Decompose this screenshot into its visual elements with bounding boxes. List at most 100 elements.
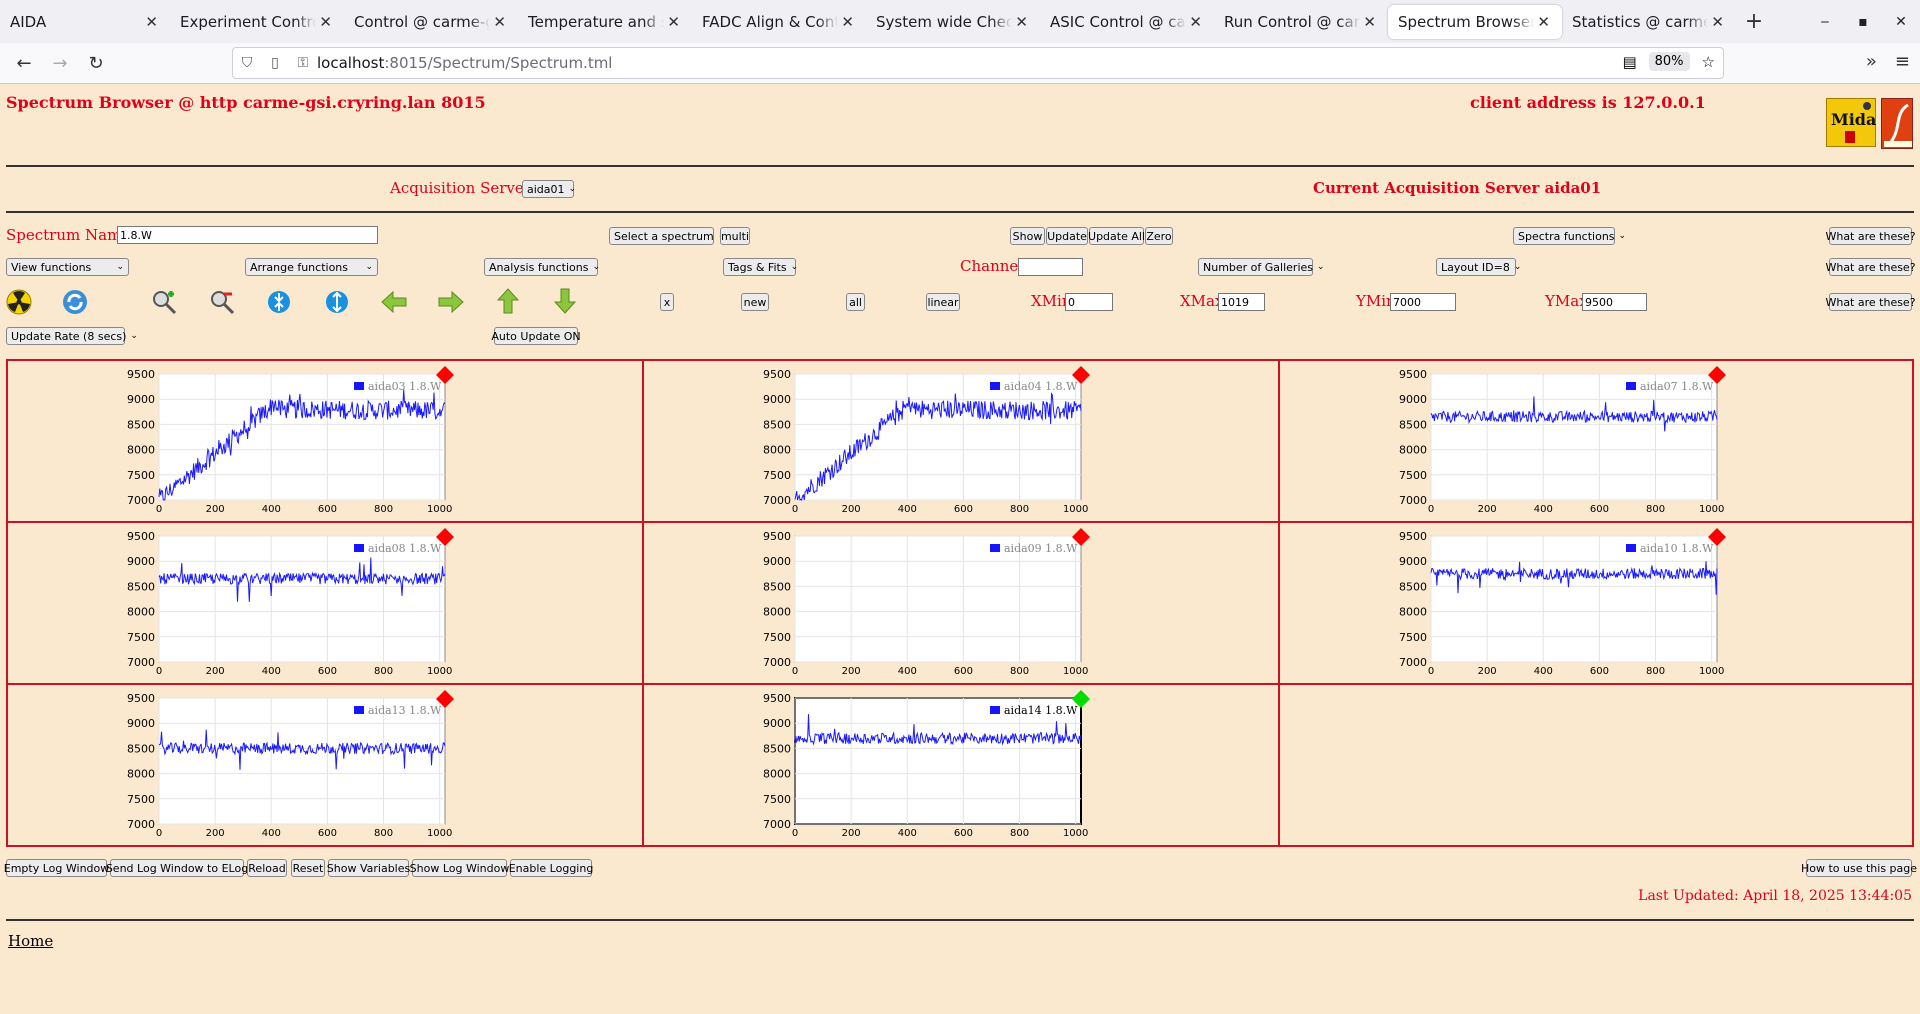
multi-button[interactable]: multi — [720, 227, 750, 245]
browser-tab[interactable]: Experiment Control @ carme-gsi✕ — [170, 5, 344, 39]
footer-button-show-log-window[interactable]: Show Log Window — [410, 859, 509, 877]
all-button[interactable]: all — [846, 293, 865, 311]
show-button[interactable]: Show — [1010, 227, 1045, 245]
tab-close-icon[interactable]: ✕ — [493, 12, 506, 31]
analysis-functions-dropdown[interactable]: Analysis functions ⌄ — [484, 258, 600, 276]
browser-tab[interactable]: Temperature and status✕ — [518, 5, 692, 39]
xmin-input[interactable] — [1065, 293, 1113, 311]
status-marker-icon[interactable] — [1708, 528, 1726, 546]
radiation-icon[interactable] — [6, 289, 32, 315]
tab-close-icon[interactable]: ✕ — [841, 12, 854, 31]
browser-tab[interactable]: FADC Align & Control✕ — [692, 5, 866, 39]
spectrum-chart[interactable]: 0 200 400 600 800 1000 7000 7500 8000 8500 9000 950… — [8, 523, 644, 685]
reload-icon[interactable]: ↻ — [88, 52, 104, 74]
arrow-down-icon[interactable] — [554, 288, 576, 314]
update-button[interactable]: Update — [1046, 227, 1088, 245]
how-to-use-button[interactable]: How to use this page — [1801, 859, 1917, 877]
channel-input[interactable] — [1018, 258, 1083, 276]
forward-arrow-icon[interactable]: → — [52, 52, 68, 74]
what-are-these-button-3[interactable]: What are these? — [1825, 293, 1916, 311]
arrange-functions-dropdown[interactable]: Arrange functions ⌄ — [245, 258, 378, 276]
menu-hamburger-icon[interactable]: ≡ — [1894, 51, 1910, 72]
bookmark-star-icon[interactable]: ☆ — [1701, 52, 1715, 71]
linear-button[interactable]: linear — [926, 293, 960, 311]
spectrum-chart[interactable]: 0 200 400 600 800 1000 7000 7500 8000 8500 9000 950… — [644, 523, 1280, 685]
tab-close-icon[interactable]: ✕ — [1189, 12, 1202, 31]
expand-vertical-icon[interactable] — [324, 289, 350, 315]
close-window-icon[interactable]: ✕ — [1895, 13, 1907, 30]
spectrum-cell[interactable]: 0 200 400 600 800 1000 7000 7500 8000 8500 9000 950… — [644, 523, 1280, 685]
spectrum-chart[interactable]: 0 200 400 600 800 1000 7000 7500 8000 8500 9000 950… — [1280, 361, 1912, 523]
spectrum-chart[interactable]: 0 200 400 600 800 1000 7000 7500 8000 8500 9000 950… — [644, 361, 1280, 523]
status-marker-icon[interactable] — [1072, 690, 1090, 708]
footer-button-show-variables[interactable]: Show Variables — [327, 859, 410, 877]
spectrum-cell[interactable]: 0 200 400 600 800 1000 7000 7500 8000 8500 9000 950… — [8, 685, 644, 845]
status-marker-icon[interactable] — [436, 528, 454, 546]
spectrum-cell[interactable]: 0 200 400 600 800 1000 7000 7500 8000 8500 9000 950… — [644, 361, 1280, 523]
status-marker-icon[interactable] — [1708, 366, 1726, 384]
arrow-up-icon[interactable] — [497, 288, 519, 314]
zoom-in-icon[interactable] — [151, 289, 177, 315]
tab-close-icon[interactable]: ✕ — [145, 12, 158, 31]
browser-tab[interactable]: ASIC Control @ carme✕ — [1040, 5, 1214, 39]
spectrum-chart[interactable]: 0 200 400 600 800 1000 7000 7500 8000 8500 9000 950… — [1280, 523, 1912, 685]
layout-id-dropdown[interactable]: Layout ID=8 ⌄ — [1436, 258, 1521, 276]
tab-close-icon[interactable]: ✕ — [1015, 12, 1028, 31]
browser-tab[interactable]: Control @ carme-gsi✕ — [344, 5, 518, 39]
tab-close-icon[interactable]: ✕ — [1363, 12, 1376, 31]
zoom-out-icon[interactable] — [209, 289, 235, 315]
zero-button[interactable]: Zero — [1145, 227, 1173, 245]
minimize-icon[interactable]: ‒ — [1820, 13, 1830, 30]
browser-tab[interactable]: AIDA ✕ — [0, 5, 170, 39]
footer-button-enable-logging[interactable]: Enable Logging — [509, 859, 593, 877]
update-rate-dropdown[interactable]: Update Rate (8 secs) ⌄ — [6, 327, 138, 345]
browser-tab[interactable]: Spectrum Browser @ carme✕ — [1388, 4, 1562, 39]
spectrum-cell[interactable]: 0 200 400 600 800 1000 7000 7500 8000 8500 9000 950… — [644, 685, 1280, 845]
back-arrow-icon[interactable]: ← — [16, 52, 32, 74]
overflow-chevron-icon[interactable]: » — [1865, 51, 1877, 72]
acq-server-select[interactable]: aida01 ⌄ — [522, 180, 576, 198]
tab-close-icon[interactable]: ✕ — [1711, 12, 1724, 31]
spectrum-chart[interactable]: 0 200 400 600 800 1000 7000 7500 8000 8500 9000 950… — [8, 685, 644, 845]
number-of-galleries-dropdown[interactable]: Number of Galleries ⌄ — [1198, 258, 1325, 276]
auto-update-button[interactable]: Auto Update ON — [491, 327, 581, 345]
maximize-icon[interactable]: ▪ — [1858, 13, 1868, 30]
reader-view-icon[interactable]: ▤ — [1622, 52, 1637, 71]
status-marker-icon[interactable] — [1072, 366, 1090, 384]
spectrum-cell[interactable]: 0 200 400 600 800 1000 7000 7500 8000 8500 9000 950… — [8, 523, 644, 685]
footer-button-empty-log-window[interactable]: Empty Log Window — [4, 859, 109, 877]
home-link[interactable]: Home — [8, 932, 54, 950]
url-bar[interactable]: ⛉ ▯ ⚿ localhost:8015/Spectrum/Spectrum.t… — [232, 47, 1724, 79]
tab-close-icon[interactable]: ✕ — [319, 12, 332, 31]
refresh-cycle-icon[interactable] — [62, 289, 88, 315]
browser-tab[interactable]: System wide Checks @✕ — [866, 5, 1040, 39]
x-button[interactable]: x — [660, 293, 674, 311]
status-marker-icon[interactable] — [436, 690, 454, 708]
spectrum-cell[interactable]: 0 200 400 600 800 1000 7000 7500 8000 8500 9000 950… — [1280, 361, 1912, 523]
spectrum-cell[interactable]: 0 200 400 600 800 1000 7000 7500 8000 8500 9000 950… — [1280, 523, 1912, 685]
spectra-functions-dropdown[interactable]: Spectra functions ⌄ — [1513, 227, 1626, 245]
tags-fits-dropdown[interactable]: Tags & Fits ⌄ — [723, 258, 798, 276]
footer-button-reset[interactable]: Reset — [291, 859, 325, 877]
select-spectrum-dropdown[interactable]: Select a spectrum⌄ — [609, 227, 725, 245]
ymax-input[interactable] — [1582, 293, 1647, 311]
arrow-right-icon[interactable] — [438, 291, 464, 313]
compress-vertical-icon[interactable] — [266, 289, 292, 315]
spectrum-cell[interactable]: 0 200 400 600 800 1000 7000 7500 8000 8500 9000 950… — [8, 361, 644, 523]
browser-tab[interactable]: Run Control @ carme✕ — [1214, 5, 1388, 39]
browser-tab[interactable]: Statistics @ carme-gsi✕ — [1562, 5, 1736, 39]
status-marker-icon[interactable] — [1072, 528, 1090, 546]
spectrum-name-input[interactable] — [117, 226, 378, 244]
status-marker-icon[interactable] — [436, 366, 454, 384]
spectrum-cell[interactable] — [1280, 685, 1912, 845]
ymin-input[interactable] — [1390, 293, 1456, 311]
update-all-button[interactable]: Update All — [1088, 227, 1145, 245]
footer-button-send-log-window-to-elog[interactable]: Send Log Window to ELog — [106, 859, 248, 877]
what-are-these-button-2[interactable]: What are these? — [1825, 258, 1916, 276]
new-button[interactable]: new — [741, 293, 769, 311]
spectrum-chart[interactable]: 0 200 400 600 800 1000 7000 7500 8000 8500 9000 950… — [644, 685, 1280, 845]
tab-close-icon[interactable]: ✕ — [667, 12, 680, 31]
xmax-input[interactable] — [1218, 293, 1265, 311]
what-are-these-button-1[interactable]: What are these? — [1825, 227, 1916, 245]
view-functions-dropdown[interactable]: View functions ⌄ — [6, 258, 129, 276]
